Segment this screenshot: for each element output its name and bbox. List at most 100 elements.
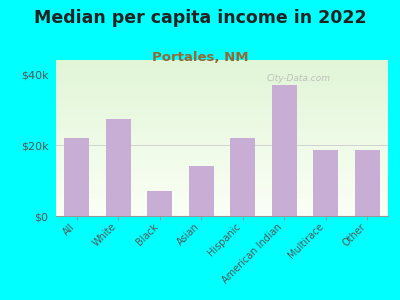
Bar bbox=[56, 149, 388, 151]
Bar bbox=[56, 80, 388, 82]
Bar bbox=[56, 155, 388, 157]
Bar bbox=[56, 176, 388, 177]
Bar bbox=[56, 79, 388, 80]
Bar bbox=[56, 74, 388, 76]
Bar bbox=[56, 129, 388, 130]
Bar bbox=[56, 63, 388, 65]
Bar bbox=[56, 61, 388, 63]
Bar bbox=[56, 136, 388, 138]
Bar bbox=[56, 186, 388, 188]
Bar bbox=[56, 214, 388, 216]
Bar bbox=[56, 73, 388, 74]
Bar bbox=[56, 207, 388, 208]
Bar bbox=[56, 161, 388, 163]
Bar bbox=[56, 213, 388, 214]
Bar bbox=[106, 118, 131, 216]
Bar bbox=[56, 100, 388, 102]
Bar bbox=[56, 124, 388, 125]
Bar bbox=[56, 138, 388, 140]
Bar bbox=[56, 118, 388, 119]
Bar bbox=[56, 91, 388, 93]
Bar bbox=[313, 150, 338, 216]
Bar bbox=[56, 168, 388, 169]
Bar bbox=[56, 115, 388, 116]
Text: Portales, NM: Portales, NM bbox=[152, 51, 248, 64]
Bar bbox=[56, 140, 388, 141]
Bar bbox=[56, 108, 388, 110]
Bar bbox=[56, 60, 388, 61]
Bar bbox=[56, 99, 388, 100]
Bar bbox=[272, 85, 297, 216]
Bar bbox=[64, 138, 89, 216]
Bar bbox=[355, 150, 380, 216]
Bar bbox=[56, 196, 388, 197]
Bar bbox=[56, 163, 388, 164]
Bar bbox=[56, 169, 388, 171]
Bar bbox=[56, 193, 388, 194]
Bar bbox=[56, 200, 388, 202]
Bar bbox=[56, 132, 388, 133]
Bar bbox=[56, 174, 388, 176]
Bar bbox=[56, 65, 388, 66]
Bar bbox=[56, 105, 388, 107]
Bar bbox=[56, 116, 388, 118]
Bar bbox=[230, 138, 255, 216]
Bar bbox=[56, 199, 388, 200]
Bar bbox=[56, 182, 388, 183]
Bar bbox=[56, 113, 388, 115]
Bar bbox=[56, 164, 388, 166]
Bar bbox=[56, 130, 388, 132]
Bar bbox=[56, 188, 388, 190]
Bar bbox=[56, 208, 388, 210]
Bar bbox=[56, 96, 388, 98]
Bar bbox=[56, 86, 388, 88]
Bar bbox=[56, 112, 388, 113]
Bar bbox=[56, 83, 388, 85]
Bar bbox=[56, 127, 388, 129]
Bar bbox=[56, 122, 388, 124]
Bar bbox=[56, 98, 388, 99]
Bar bbox=[56, 203, 388, 205]
Bar bbox=[56, 121, 388, 122]
Bar bbox=[56, 71, 388, 73]
Bar bbox=[56, 125, 388, 127]
Bar bbox=[56, 133, 388, 135]
Bar bbox=[56, 151, 388, 152]
Bar bbox=[56, 146, 388, 147]
Bar bbox=[56, 76, 388, 77]
Bar bbox=[56, 82, 388, 83]
Bar bbox=[56, 171, 388, 172]
Bar bbox=[56, 119, 388, 121]
Bar bbox=[56, 205, 388, 207]
Bar bbox=[56, 154, 388, 155]
Bar bbox=[56, 177, 388, 178]
Bar bbox=[56, 202, 388, 203]
Bar bbox=[56, 185, 388, 186]
Bar bbox=[56, 197, 388, 199]
Bar bbox=[56, 158, 388, 160]
Bar bbox=[56, 157, 388, 158]
Bar bbox=[56, 180, 388, 182]
Bar bbox=[56, 107, 388, 108]
Bar bbox=[56, 143, 388, 144]
Bar bbox=[56, 190, 388, 191]
Bar bbox=[56, 85, 388, 86]
Bar bbox=[56, 69, 388, 71]
Bar bbox=[56, 68, 388, 69]
Bar bbox=[56, 110, 388, 112]
Bar bbox=[56, 160, 388, 161]
Bar bbox=[56, 152, 388, 154]
Bar bbox=[56, 166, 388, 168]
Bar bbox=[56, 88, 388, 90]
Bar bbox=[56, 172, 388, 174]
Bar bbox=[56, 90, 388, 91]
Bar bbox=[56, 147, 388, 149]
Bar bbox=[56, 183, 388, 185]
Bar bbox=[56, 66, 388, 68]
Bar bbox=[56, 77, 388, 79]
Bar bbox=[56, 102, 388, 104]
Bar bbox=[56, 178, 388, 180]
Text: Median per capita income in 2022: Median per capita income in 2022 bbox=[34, 9, 366, 27]
Bar bbox=[56, 93, 388, 94]
Bar bbox=[56, 210, 388, 211]
